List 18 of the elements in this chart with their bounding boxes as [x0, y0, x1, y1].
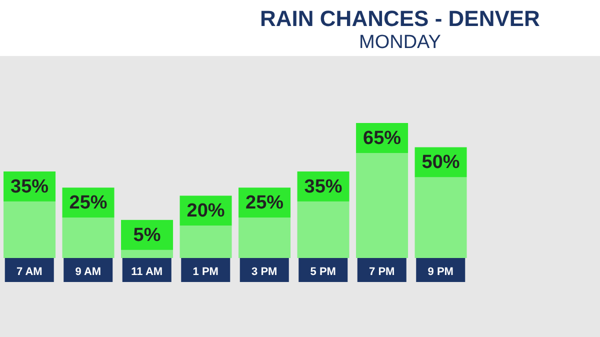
data-label: 50% [422, 152, 460, 174]
x-tick-label: 1 PM [192, 266, 218, 278]
data-label: 65% [363, 128, 402, 149]
x-tick-label: 5 PM [310, 266, 336, 278]
data-label: 35% [304, 176, 342, 198]
x-tick-label: 9 AM [75, 266, 102, 278]
data-label: 20% [186, 200, 225, 222]
data-label: 25% [246, 192, 284, 214]
data-label: 25% [69, 192, 108, 214]
x-tick-label: 11 AM [131, 266, 163, 278]
x-tick-label: 3 PM [252, 266, 278, 278]
data-label: 35% [10, 176, 49, 198]
chart-title: RAIN CHANCES - DENVER [259, 6, 541, 32]
chart-subtitle: MONDAY [358, 32, 442, 54]
x-tick-label: 9 PM [428, 266, 454, 278]
x-tick-label: 7 PM [369, 266, 395, 278]
x-tick-label: 7 AM [16, 266, 42, 278]
data-label: 5% [133, 224, 161, 246]
